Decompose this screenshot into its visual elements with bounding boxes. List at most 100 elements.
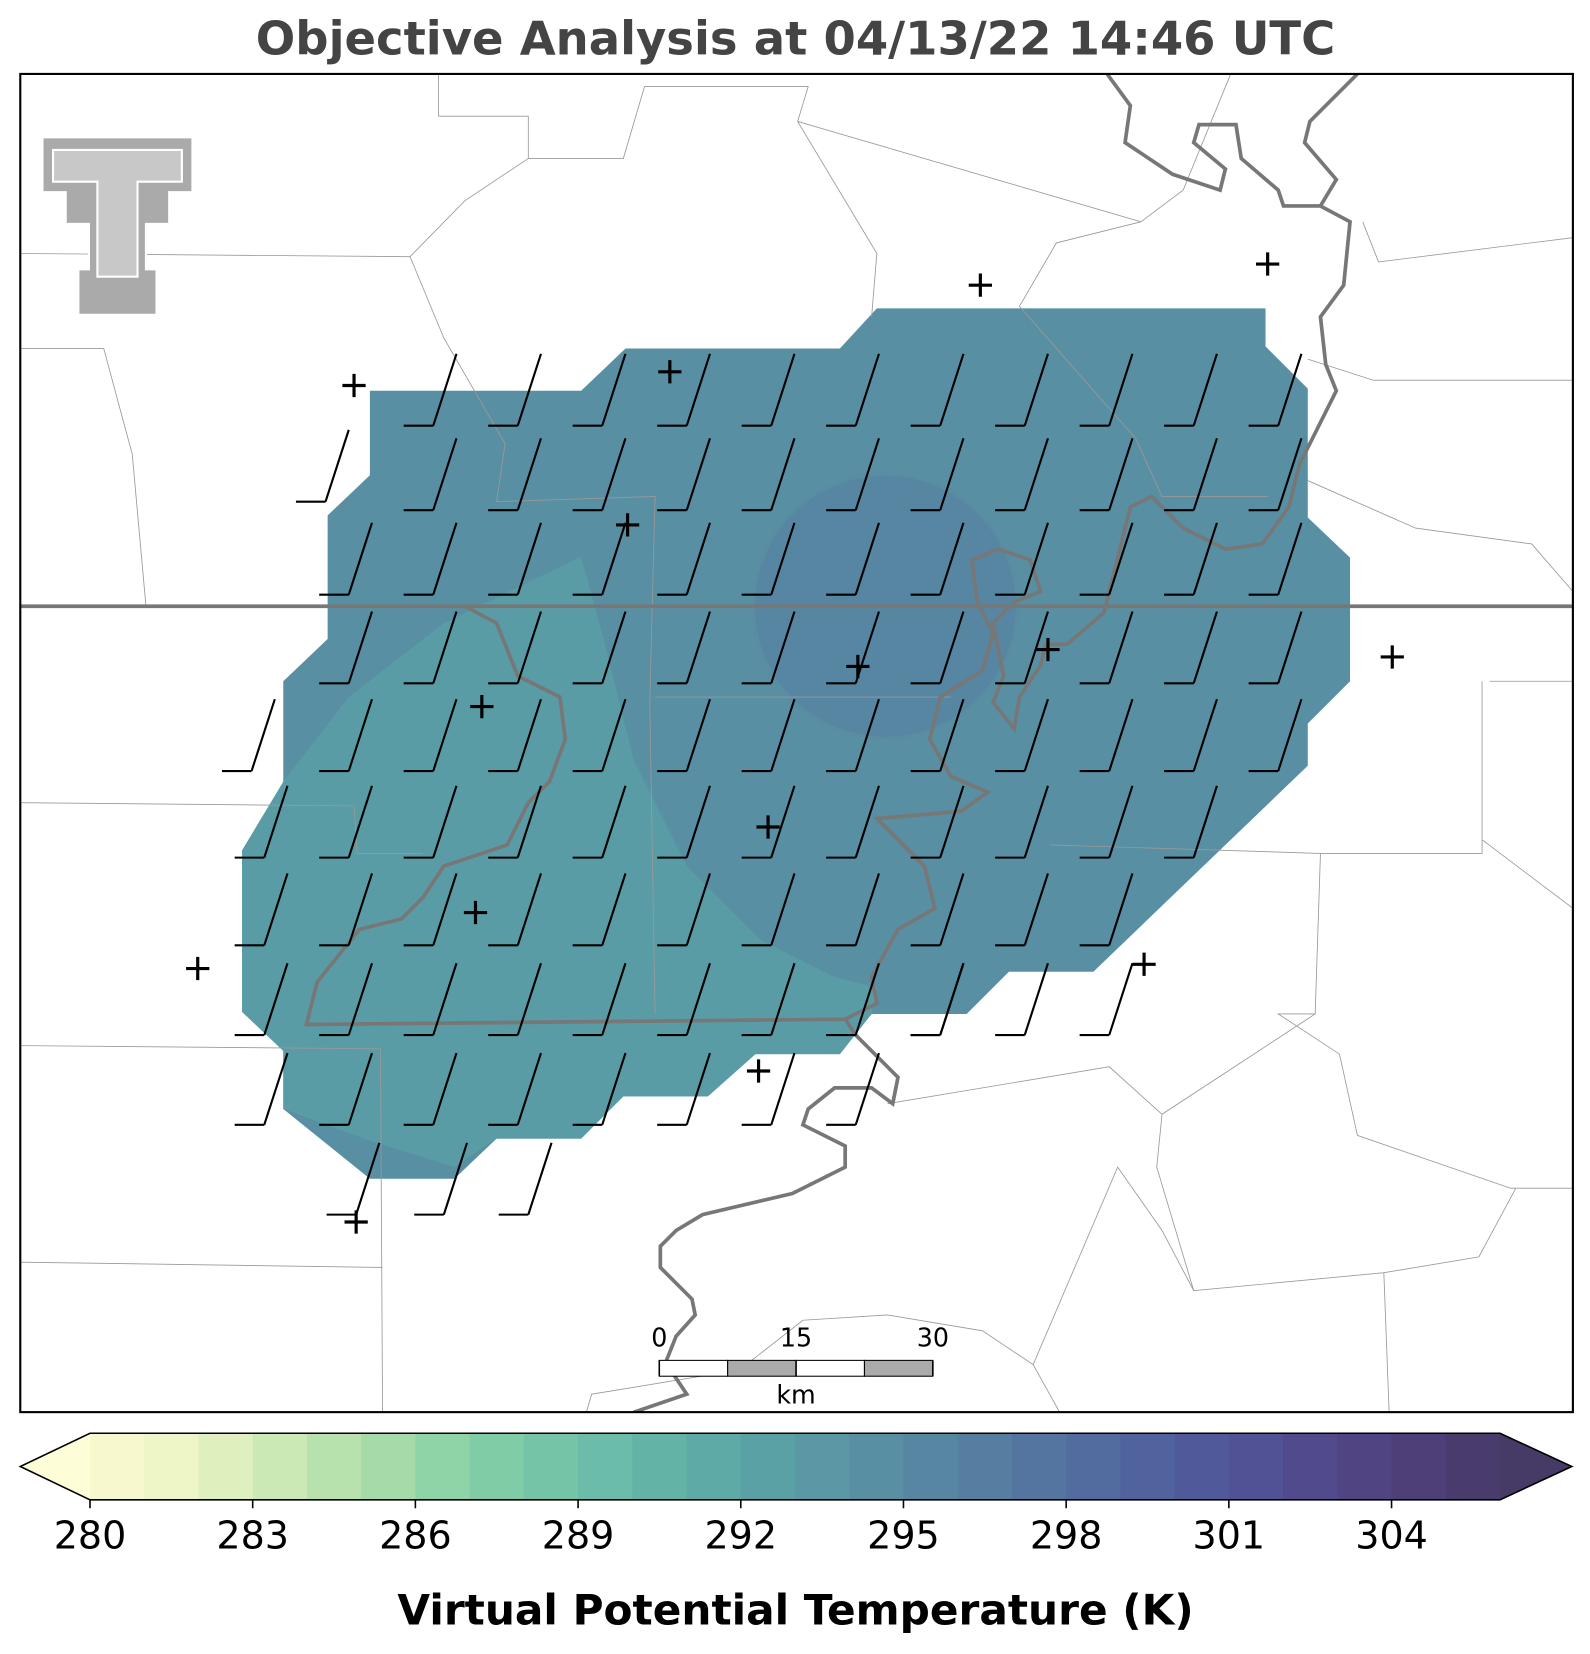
wind-barb xyxy=(234,962,289,1037)
colorbar-bin xyxy=(578,1433,633,1500)
wind-barb xyxy=(403,698,458,773)
colorbar-label: Virtual Potential Temperature (K) xyxy=(397,1585,1193,1634)
colorbar-bin xyxy=(1391,1433,1447,1500)
wind-barb xyxy=(826,353,880,427)
station-marker xyxy=(1132,952,1156,976)
wind-barb xyxy=(995,437,1049,512)
wind-barb xyxy=(995,353,1049,427)
colorbar-bin xyxy=(957,1433,1013,1500)
title: Objective Analysis at 04/13/22 14:46 UTC xyxy=(256,12,1335,66)
wind-barb xyxy=(488,611,542,685)
wind-barb xyxy=(1164,353,1218,427)
wind-barb xyxy=(572,785,627,859)
colorbar-tick-label: 289 xyxy=(542,1513,615,1557)
station-marker xyxy=(1256,252,1280,276)
wind-barb xyxy=(741,962,796,1037)
colorbar-bin xyxy=(1228,1433,1284,1500)
scale-segment xyxy=(727,1359,797,1377)
wind-barb xyxy=(1248,437,1303,512)
scale-unit: km xyxy=(776,1379,815,1409)
wind-barb xyxy=(995,873,1049,947)
wind-barb xyxy=(403,522,458,596)
wind-barb xyxy=(741,353,796,427)
station-marker xyxy=(1036,637,1060,662)
wind-barb xyxy=(1079,353,1134,427)
wind-barb xyxy=(741,437,796,512)
station-marker xyxy=(186,956,210,981)
colorbar-bin xyxy=(361,1433,416,1500)
wind-barb xyxy=(319,873,373,947)
scale-tick-label: 15 xyxy=(780,1322,812,1352)
wind-barb xyxy=(1079,962,1134,1037)
wind-barb xyxy=(1248,611,1303,685)
scale-tick-label: 0 xyxy=(651,1322,667,1352)
station-marker xyxy=(968,273,992,297)
colorbar-bin xyxy=(740,1433,796,1500)
wind-barb xyxy=(488,437,542,512)
colorbar-bin xyxy=(1120,1433,1176,1500)
wind-barb xyxy=(572,962,627,1037)
colorbar-bin xyxy=(1337,1433,1393,1500)
scale-segment xyxy=(863,1359,934,1377)
wind-barb xyxy=(826,698,880,773)
wind-barb xyxy=(572,611,627,685)
wind-barb xyxy=(319,785,373,859)
colorbar-bin xyxy=(1066,1433,1121,1500)
wind-barb xyxy=(657,1052,711,1126)
wind-barb xyxy=(234,1052,289,1126)
station-marker xyxy=(344,1210,368,1234)
wind-barb xyxy=(319,522,373,596)
wind-barb xyxy=(657,698,711,773)
colorbar-bin xyxy=(89,1433,145,1500)
colorbar-bin xyxy=(1011,1433,1067,1500)
colorbar-tick-label: 301 xyxy=(1193,1513,1266,1557)
scale-segment xyxy=(795,1359,865,1377)
wind-barb xyxy=(319,962,373,1037)
wind-barb xyxy=(403,1052,458,1126)
colorbar-tick-label: 295 xyxy=(867,1513,940,1557)
wind-barb xyxy=(657,962,711,1037)
wind-barb xyxy=(741,785,796,859)
colorbar-bin xyxy=(686,1433,742,1500)
wind-barb xyxy=(222,698,276,773)
wind-barb xyxy=(657,785,711,859)
station-marker xyxy=(746,1059,771,1083)
colorbar-bin xyxy=(1283,1433,1338,1500)
wind-barb xyxy=(741,522,796,596)
wind-barb xyxy=(572,522,627,596)
wind-barb xyxy=(741,873,796,947)
wind-barb xyxy=(319,1052,373,1126)
wind-barb xyxy=(910,611,965,685)
wind-barb xyxy=(1248,698,1303,773)
colorbar-bin xyxy=(144,1433,199,1500)
wind-barb xyxy=(1164,437,1218,512)
wind-barb xyxy=(414,1142,469,1216)
analysis-field-warm xyxy=(242,556,877,1168)
wind-barb xyxy=(1164,785,1218,859)
wind-barb xyxy=(1248,353,1303,427)
station-marker xyxy=(463,900,488,925)
wind-barb xyxy=(657,873,711,947)
station-marker xyxy=(470,694,494,719)
wind-barb xyxy=(488,522,542,596)
wind-barb xyxy=(826,437,880,512)
station-markers xyxy=(186,252,1404,1234)
wind-barb xyxy=(488,698,542,773)
colorbar-bin xyxy=(523,1433,579,1500)
wind-barb xyxy=(488,873,542,947)
scale-segment xyxy=(658,1359,729,1377)
colorbar-tick-label: 304 xyxy=(1355,1513,1428,1557)
colorbar-tick-label: 298 xyxy=(1030,1513,1103,1557)
colorbar-bin xyxy=(795,1433,850,1500)
colorbar-bin xyxy=(632,1433,688,1500)
station-marker xyxy=(658,360,682,384)
station-marker xyxy=(846,654,870,679)
river xyxy=(304,73,1359,1413)
wind-barb xyxy=(1164,611,1218,685)
wind-barb xyxy=(910,698,965,773)
wind-barb xyxy=(1164,522,1218,596)
colorbar-bin xyxy=(469,1433,525,1500)
wind-barb xyxy=(826,785,880,859)
